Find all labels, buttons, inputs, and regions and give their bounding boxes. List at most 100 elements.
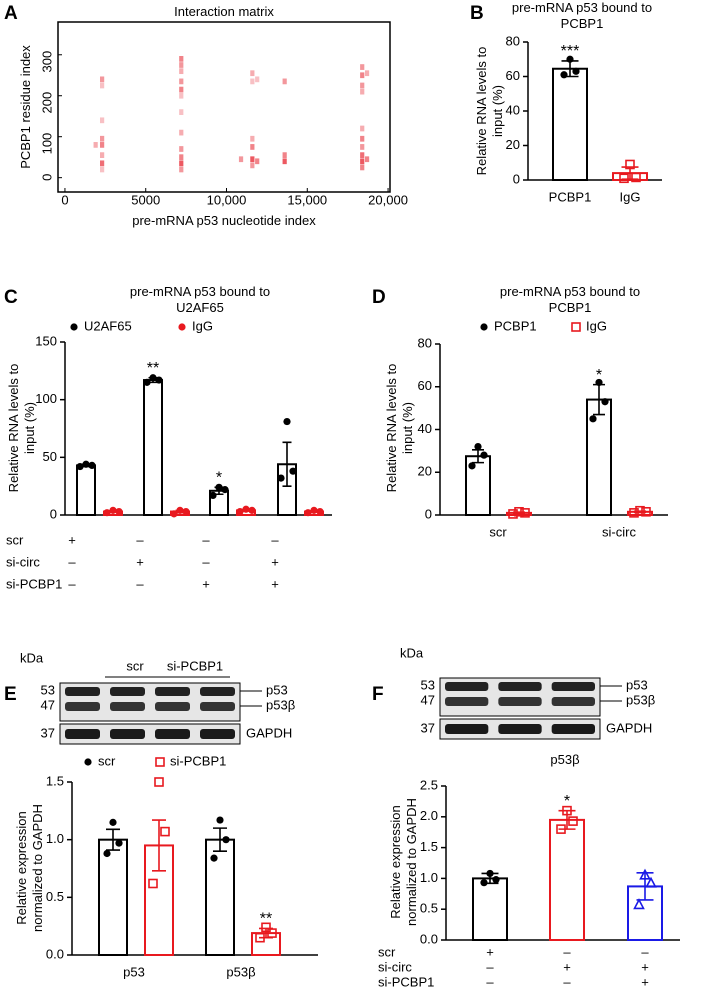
data-point xyxy=(633,898,645,910)
blot-band xyxy=(110,687,145,696)
panel-letter: D xyxy=(372,287,386,308)
data-point xyxy=(283,417,291,426)
blot-band xyxy=(498,724,542,734)
data-point xyxy=(210,854,218,862)
data-point xyxy=(143,378,151,386)
significance: ** xyxy=(147,360,159,377)
x-tick-label: 10,000 xyxy=(207,192,247,207)
data-point xyxy=(242,505,250,513)
y-axis-label: Relative RNA levels to input (%) xyxy=(6,363,37,493)
data-point xyxy=(82,460,90,468)
panel-letter: E xyxy=(4,684,17,705)
heatmap-cell xyxy=(364,70,370,77)
chart-title: Interaction matrix xyxy=(174,4,274,19)
heatmap-cell xyxy=(179,129,184,136)
data-point xyxy=(310,506,318,514)
chart-title: pre-mRNA p53 bound to PCBP1 xyxy=(511,0,653,31)
bar xyxy=(76,464,96,517)
x-tick-label: p53β xyxy=(226,964,255,979)
bar xyxy=(143,379,163,516)
data-point xyxy=(109,818,117,826)
heatmap-cell xyxy=(360,125,365,132)
kda-size: 53 xyxy=(421,677,435,692)
heatmap-cell xyxy=(100,82,105,89)
heatmap-cell xyxy=(250,156,255,163)
x-tick-label: 15,000 xyxy=(287,192,327,207)
data-point xyxy=(595,378,603,387)
legend-marker xyxy=(84,758,92,766)
condition-mark: – xyxy=(271,532,279,547)
panel-letter: F xyxy=(372,684,384,705)
y-tick-label: 60 xyxy=(506,68,520,83)
heatmap-cell xyxy=(360,135,365,142)
heatmap-cell xyxy=(179,86,184,93)
data-point xyxy=(103,509,111,517)
data-point xyxy=(149,374,157,382)
blot-band xyxy=(498,682,542,691)
condition-label: si-PCBP1 xyxy=(6,576,62,591)
y-tick-label: 0 xyxy=(50,506,57,521)
chart-title: pre-mRNA p53 bound to PCBP1 xyxy=(499,284,641,315)
data-point xyxy=(176,506,184,514)
kda-size: 47 xyxy=(41,697,55,712)
legend-label: si-PCBP1 xyxy=(170,753,226,768)
y-tick-label: 60 xyxy=(418,378,432,393)
bar xyxy=(472,877,508,942)
y-tick-label: 50 xyxy=(43,449,57,464)
y-tick-label: 1.5 xyxy=(420,839,438,854)
data-point xyxy=(572,67,580,75)
data-point xyxy=(556,824,566,834)
x-tick-label: PCBP1 xyxy=(549,189,592,204)
condition-mark: – xyxy=(563,974,571,989)
condition-mark: – xyxy=(202,554,210,569)
y-tick-label: 40 xyxy=(506,102,520,117)
blot-band xyxy=(155,702,190,711)
legend-label: scr xyxy=(98,753,116,768)
data-point xyxy=(492,876,500,884)
data-point xyxy=(155,376,163,384)
data-point xyxy=(255,932,265,943)
legend-label: IgG xyxy=(192,318,213,333)
y-axis-label: Relative RNA levels to input (%) xyxy=(384,363,415,493)
data-point xyxy=(468,462,476,470)
legend-marker xyxy=(155,757,165,767)
y-tick-label: 2.5 xyxy=(420,777,438,792)
y-tick-label: 80 xyxy=(506,33,520,48)
significance: * xyxy=(596,367,602,384)
heatmap-cell xyxy=(282,158,287,165)
band-label: p53 xyxy=(266,682,288,697)
legend-marker xyxy=(70,323,78,331)
y-tick-label: 1.0 xyxy=(420,870,438,885)
blot-band xyxy=(445,724,489,734)
data-point xyxy=(480,879,488,887)
heatmap-cell xyxy=(100,160,105,167)
blot-band xyxy=(498,697,542,706)
condition-mark: – xyxy=(68,554,76,569)
condition-mark: – xyxy=(202,532,210,547)
condition-label: si-PCBP1 xyxy=(378,974,434,989)
heatmap-cell xyxy=(238,156,244,163)
blot-band xyxy=(65,702,100,711)
condition-mark: – xyxy=(136,532,144,547)
legend-marker xyxy=(480,323,488,331)
condition-mark: – xyxy=(486,959,494,974)
legend-label: PCBP1 xyxy=(494,318,537,333)
y-tick-label: 150 xyxy=(35,333,57,348)
y-tick-label: 100 xyxy=(35,391,57,406)
bar xyxy=(552,67,588,181)
error-bar xyxy=(152,819,166,872)
y-tick-label: 0.0 xyxy=(46,946,64,961)
data-point xyxy=(474,443,482,451)
heatmap-cell xyxy=(360,64,365,70)
blot-band xyxy=(551,697,595,706)
heatmap-cell xyxy=(179,166,184,173)
error-bar xyxy=(282,441,292,487)
data-point xyxy=(562,805,572,816)
data-point xyxy=(589,415,597,423)
x-tick-label: 0 xyxy=(61,192,68,207)
heatmap-cell xyxy=(360,82,365,89)
data-point xyxy=(514,506,524,517)
bar xyxy=(205,838,235,957)
y-tick-label: 100 xyxy=(39,133,54,155)
bar xyxy=(549,818,585,942)
